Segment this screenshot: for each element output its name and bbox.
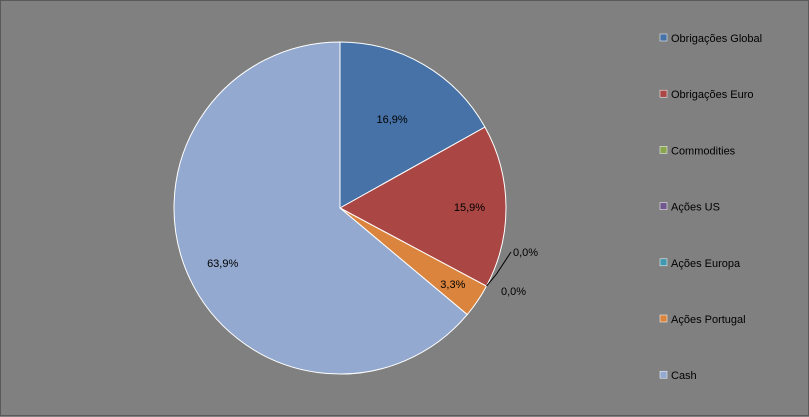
data-labels: 16,9% 15,9% 0,0% 0,0% 3,3% 63,9% (207, 114, 538, 298)
leader-lines (486, 251, 512, 287)
legend-item-acoes-us: Ações US (659, 202, 720, 214)
legend-item-acoes-portugal: Ações Portugal (659, 314, 746, 326)
slice-cash (173, 41, 468, 375)
legend-label-acoes-portugal: Ações Portugal (671, 314, 746, 326)
legend-swatch-acoes-us (659, 202, 668, 210)
legend-item-commodities: Commodities (659, 145, 736, 157)
legend-swatch-commodities (659, 146, 668, 154)
data-label-acoes-portugal: 3,3% (440, 279, 465, 291)
legend-item-cash: Cash (659, 370, 697, 382)
legend-label-cash: Cash (671, 370, 697, 382)
legend-label-commodities: Commodities (671, 145, 736, 157)
legend-label-acoes-europa: Ações Europa (671, 258, 741, 270)
legend-swatch-obrigacoes-global (659, 33, 668, 42)
data-label-acoes-us: 0,0% (501, 286, 526, 298)
legend-label-acoes-us: Ações US (671, 202, 720, 214)
data-label-obrigacoes-euro: 15,9% (454, 202, 485, 214)
legend-label-obrigacoes-global: Obrigações Global (671, 33, 762, 45)
pie-slices (173, 41, 507, 375)
legend-item-obrigacoes-global: Obrigações Global (659, 33, 762, 45)
leader-line-commodities (486, 251, 512, 287)
legend-swatch-obrigacoes-euro (659, 89, 668, 98)
data-label-cash: 63,9% (207, 258, 238, 270)
legend-swatch-acoes-portugal (659, 314, 668, 323)
legend-label-obrigacoes-euro: Obrigações Euro (671, 89, 754, 101)
data-label-obrigacoes-global: 16,9% (377, 114, 408, 126)
slice-obrigacoes-global (339, 41, 486, 209)
legend-swatch-acoes-europa (659, 258, 668, 267)
data-label-commodities: 0,0% (513, 247, 538, 259)
slice-obrigacoes-euro (338, 126, 507, 287)
legend-item-acoes-europa: Ações Europa (659, 258, 741, 270)
legend: Obrigações Global Obrigações Euro Commodit… (659, 33, 762, 382)
legend-swatch-cash (659, 370, 668, 379)
legend-item-obrigacoes-euro: Obrigações Euro (659, 89, 754, 101)
